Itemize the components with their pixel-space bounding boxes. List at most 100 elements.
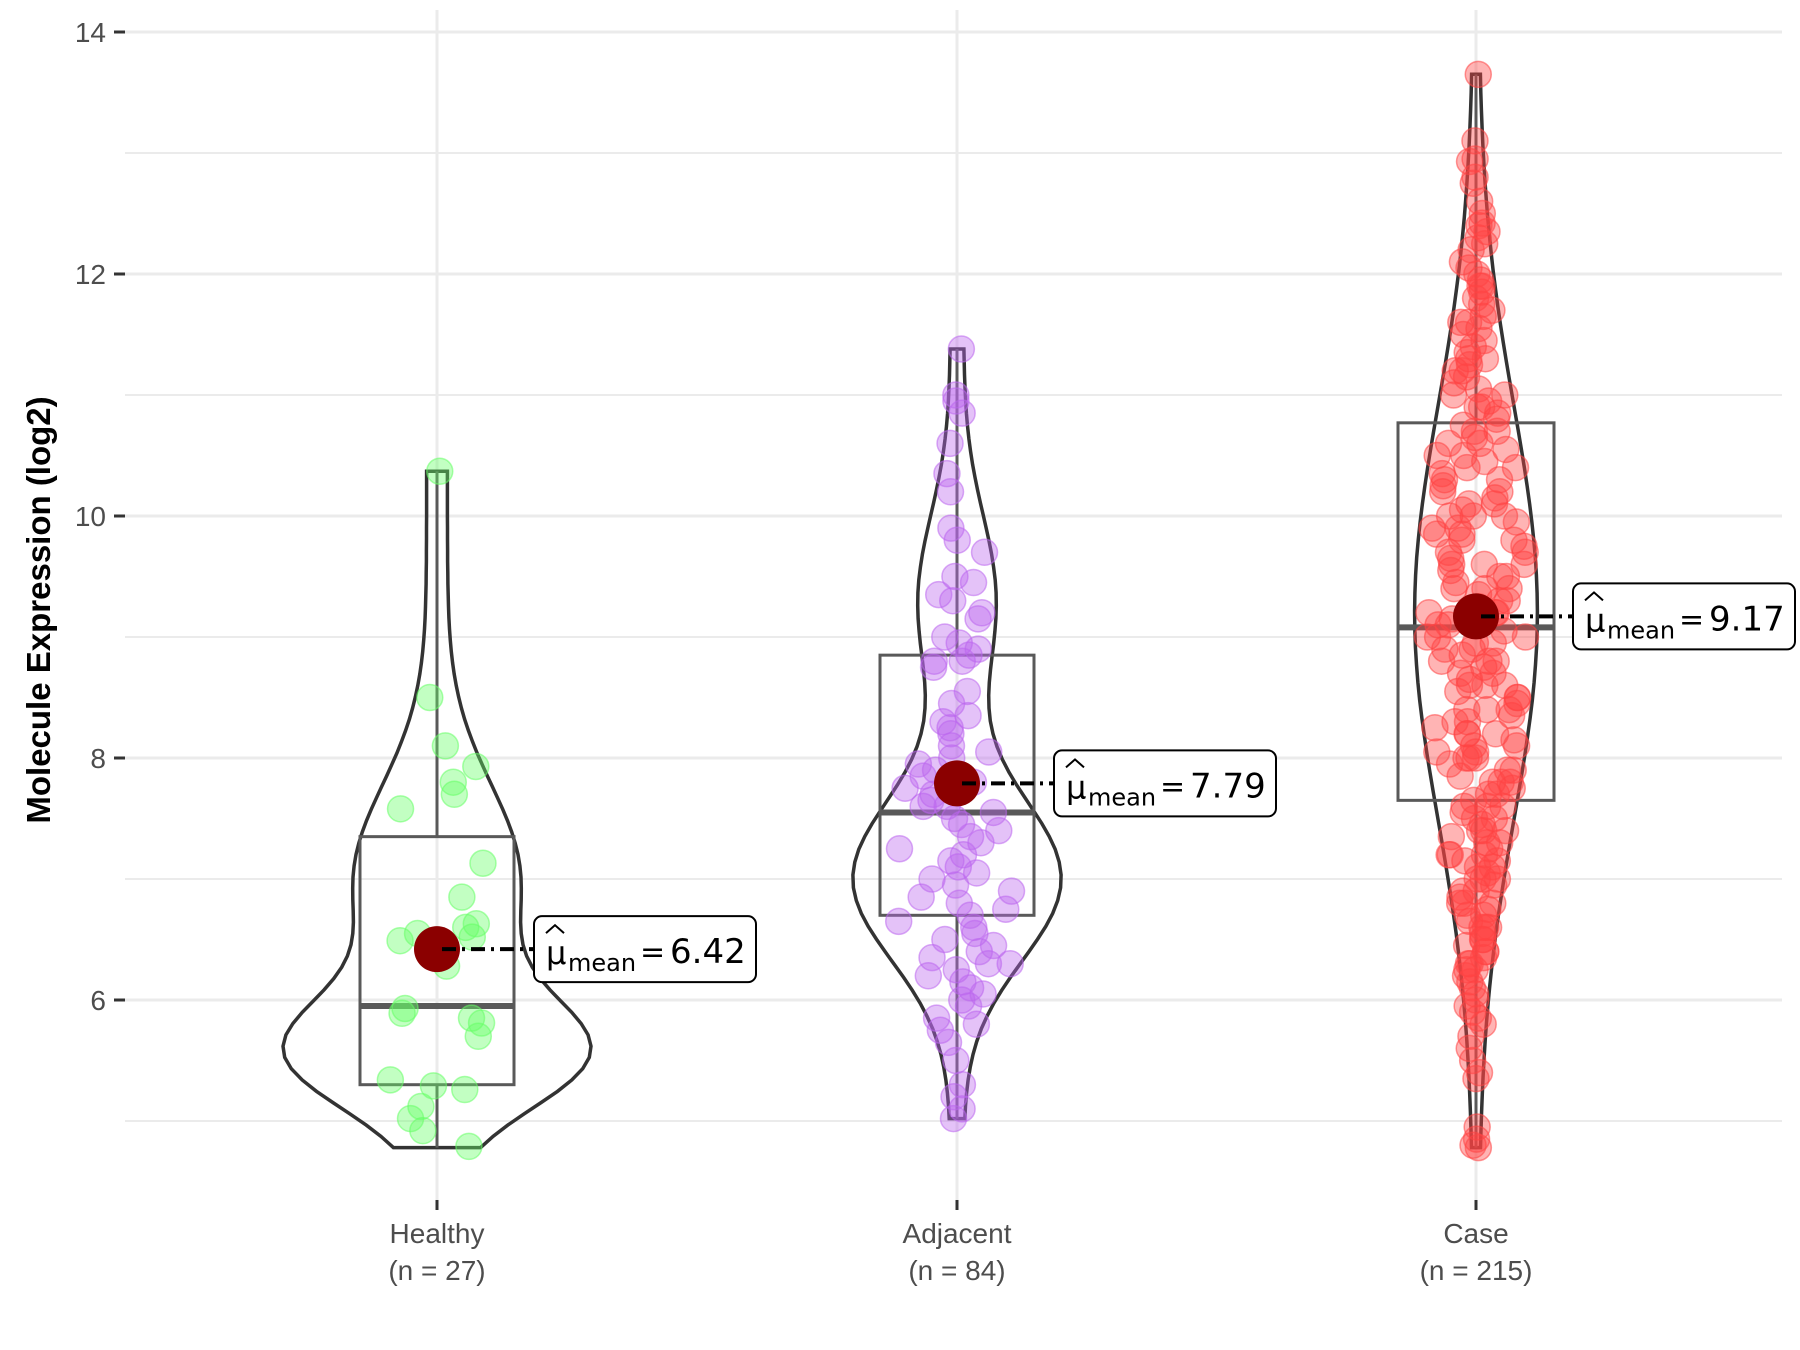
data-point [1461, 163, 1489, 191]
data-point [934, 1028, 963, 1057]
group-adjacent: μ mean = 7.79 [851, 335, 1277, 1133]
data-point [937, 720, 965, 748]
data-point [1481, 720, 1510, 748]
data-point [388, 999, 416, 1028]
data-point [1511, 538, 1539, 567]
data-point [1450, 792, 1478, 821]
box [358, 835, 516, 1087]
data-point [1457, 1022, 1485, 1051]
data-point [942, 1046, 970, 1075]
data-point [970, 538, 999, 567]
data-point [1461, 956, 1489, 984]
data-point [941, 562, 969, 591]
data-point [1471, 344, 1500, 373]
data-point [947, 335, 976, 363]
data-point [376, 1066, 405, 1094]
data-point [992, 895, 1020, 923]
data-point [1483, 847, 1512, 875]
data-point [1470, 230, 1499, 258]
x-tick-count: (n = 84) [908, 1255, 1005, 1286]
data-point [1461, 738, 1490, 766]
data-point [1492, 435, 1520, 464]
y-tick-label: 10 [75, 501, 106, 532]
mean-subscript: mean [568, 949, 636, 977]
data-point [464, 1022, 493, 1051]
mean-point [934, 760, 980, 807]
data-point [1446, 762, 1474, 790]
data-point [1429, 472, 1457, 500]
data-point [1469, 901, 1498, 930]
data-point [469, 849, 497, 878]
hat-icon [1065, 758, 1085, 769]
hat-icon [545, 923, 565, 934]
data-point [1441, 357, 1470, 385]
data-point [1455, 490, 1483, 518]
data-point [907, 883, 935, 911]
data-point [1455, 665, 1484, 694]
data-point [409, 1116, 437, 1145]
y-axis: 6 8 10 12 14 [75, 17, 125, 1016]
x-tick-count: (n = 27) [388, 1255, 485, 1286]
data-point [969, 980, 997, 1008]
data-point [941, 871, 970, 899]
data-point [909, 792, 937, 821]
data-point [938, 586, 967, 615]
data-point [920, 647, 948, 675]
data-point [1490, 502, 1519, 530]
data-point [1427, 647, 1456, 675]
data-point [431, 732, 460, 760]
data-point [1499, 756, 1527, 784]
data-point [425, 457, 454, 485]
data-point [937, 732, 966, 760]
data-point [939, 1104, 968, 1133]
data-point [419, 1072, 448, 1100]
data-point [954, 992, 983, 1020]
data-point [451, 1075, 479, 1104]
data-point [1468, 913, 1496, 942]
data-point [964, 605, 992, 633]
data-point [1495, 695, 1523, 724]
data-point [440, 780, 469, 809]
x-tick-count: (n = 215) [1420, 1255, 1533, 1286]
data-point [919, 653, 948, 681]
data-point [1482, 405, 1511, 433]
data-point [1491, 381, 1519, 409]
data-point [1455, 147, 1484, 176]
mean-equals: = [1160, 769, 1185, 804]
data-point [1463, 1113, 1491, 1141]
data-point [974, 949, 1003, 978]
data-point [1453, 707, 1482, 736]
mean-label-box [1572, 582, 1796, 651]
data-point [979, 931, 1008, 960]
y-tick-label: 8 [90, 743, 106, 774]
data-point [1435, 841, 1463, 869]
data-point [942, 381, 970, 409]
data-point [891, 774, 919, 802]
y-tick-label: 12 [75, 259, 106, 290]
data-point [1444, 677, 1472, 706]
data-point [943, 526, 971, 554]
x-tick-label: Case [1443, 1218, 1508, 1249]
x-tick-label: Adjacent [903, 1218, 1012, 1249]
data-point [1469, 865, 1497, 893]
data-point [1445, 889, 1474, 917]
violin-outline [851, 347, 1063, 1121]
mean-subscript: mean [1088, 783, 1156, 811]
data-point [944, 853, 973, 881]
data-point [439, 768, 468, 796]
y-axis-title: Molecule Expression (log2) [20, 396, 57, 823]
mean-label-box [1053, 749, 1277, 818]
mean-value: 7.79 [1190, 766, 1266, 806]
data-point [416, 683, 444, 712]
mean-label-box [533, 915, 757, 984]
y-tick-label: 14 [75, 17, 106, 48]
data-point [1465, 211, 1493, 240]
data-point [1463, 865, 1491, 893]
x-tick-label: Healthy [390, 1218, 485, 1249]
x-axis: Healthy (n = 27) Adjacent (n = 84) Case (n = … [388, 1200, 1532, 1286]
data-point [1418, 514, 1446, 542]
data-point [1453, 695, 1481, 724]
data-point [1467, 393, 1496, 421]
data-point [948, 399, 976, 427]
